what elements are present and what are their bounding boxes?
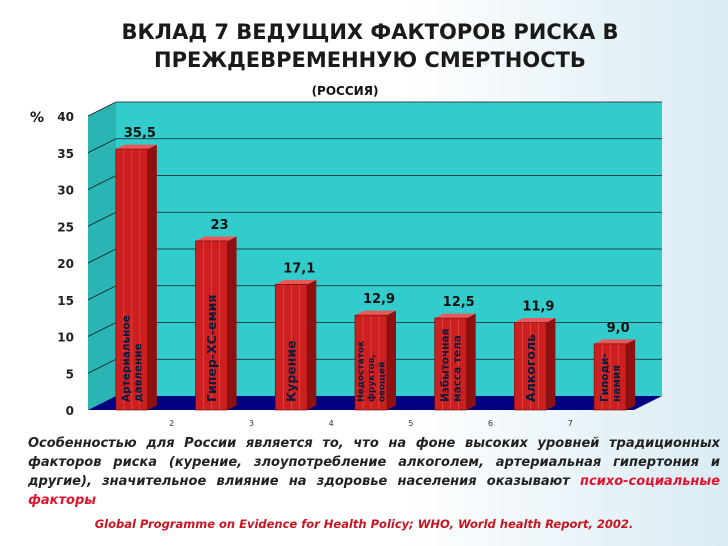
chart-title-line-2: ПРЕЖДЕВРЕМЕННУЮ СМЕРТНОСТЬ: [154, 48, 586, 72]
bar-category-label-line: намия: [611, 365, 623, 402]
x-tick-label: 6: [488, 419, 493, 428]
y-tick-label: 25: [57, 220, 74, 234]
bar: Курение: [274, 279, 317, 411]
caption-text: Особенностью для России является то, что…: [28, 434, 720, 510]
y-tick-label: 0: [66, 404, 74, 418]
y-tick-label: 30: [57, 184, 74, 198]
bar-side: [386, 310, 396, 410]
bar: Недостаток фруктов, овощей: [354, 310, 396, 411]
bar-category-label-line: Избыточная: [439, 329, 451, 402]
caption-main: Особенностью для России является то, что…: [28, 436, 720, 489]
y-tick-label: 40: [57, 110, 74, 124]
bar-top: [115, 144, 157, 150]
caption-highlight: психо-социальные факторы: [28, 474, 720, 508]
bar: Алкоголь: [514, 318, 556, 411]
bar-category-label-line: масса тела: [451, 335, 463, 402]
x-tick-label: 5: [408, 419, 413, 428]
bar-value-label: 23: [211, 218, 229, 233]
bar-side: [626, 339, 636, 410]
bar-category-label: Недостаток фруктов, овощей: [357, 341, 388, 402]
bar-category-label-line: Алкоголь: [523, 334, 538, 402]
source-citation: Global Programme on Evidence for Health …: [94, 517, 634, 531]
bar-category-label-line: Артериальное: [121, 315, 133, 402]
bar-category-label: Избыточная масса тела: [439, 329, 463, 402]
bar-side: [227, 236, 237, 410]
bar-top: [434, 313, 476, 319]
bar-category-label-line: фруктов,: [367, 354, 377, 402]
bar: Артериальное давление: [115, 144, 157, 411]
bar-top: [594, 339, 636, 344]
bar-value-label: 9,0: [607, 321, 630, 336]
bar-top: [275, 279, 317, 285]
bar-category-label: Алкоголь: [523, 334, 538, 402]
bar: Избыточная масса тела: [434, 313, 476, 411]
bar-category-label-line: давление: [133, 343, 145, 402]
bar-side: [546, 318, 556, 410]
bar-category-label: Курение: [284, 340, 299, 402]
y-tick-label: 10: [57, 331, 74, 345]
bar: Гиподи-намия: [593, 339, 636, 411]
x-tick-label: 3: [249, 419, 254, 428]
chart-subtitle: (РОССИЯ): [311, 84, 379, 98]
bar-category-label-line: Курение: [284, 340, 299, 402]
y-tick-label: 35: [57, 147, 74, 161]
bar-value-label: 11,9: [522, 300, 554, 315]
bar-side: [466, 313, 476, 410]
bar-top: [514, 318, 556, 323]
y-tick-label: 5: [66, 367, 74, 381]
gridline: [87, 138, 662, 154]
x-tick-label: 2: [169, 419, 174, 428]
bar-category-label: Артериальное давление: [121, 315, 145, 402]
y-tick-label: 15: [57, 294, 74, 308]
chart-title: ВКЛАД 7 ВЕДУЩИХ ФАКТОРОВ РИСКА В ПРЕЖДЕВ…: [100, 18, 640, 74]
bar-category-label: Гипер-ХС-емия: [204, 295, 219, 402]
gridline: [87, 101, 662, 117]
bar-category-label-line: Гипер-ХС-емия: [204, 295, 219, 402]
bar-value-label: 12,5: [443, 295, 475, 310]
y-axis-label: %: [30, 110, 44, 126]
x-tick-label: 4: [329, 419, 334, 428]
y-tick-label: 20: [57, 257, 74, 271]
x-tick-label: 7: [568, 419, 573, 428]
bar-category-label-line: Гиподи-: [599, 353, 611, 402]
bar-top: [195, 236, 237, 241]
bar-value-label: 17,1: [283, 261, 315, 276]
bar-value-label: 12,9: [363, 292, 395, 307]
bar: Гипер-ХС-емия: [195, 236, 237, 411]
bar-value-label: 35,5: [124, 126, 156, 141]
bar-category-label-line: Недостаток: [357, 341, 367, 402]
bar-side: [307, 279, 317, 410]
bar-top: [354, 310, 396, 316]
bar-category-label: Гиподи-намия: [599, 353, 623, 402]
bar-side: [147, 144, 157, 410]
chart-title-line-1: ВКЛАД 7 ВЕДУЩИХ ФАКТОРОВ РИСКА В: [121, 20, 619, 44]
bar-category-label-line: овощей: [378, 362, 388, 402]
